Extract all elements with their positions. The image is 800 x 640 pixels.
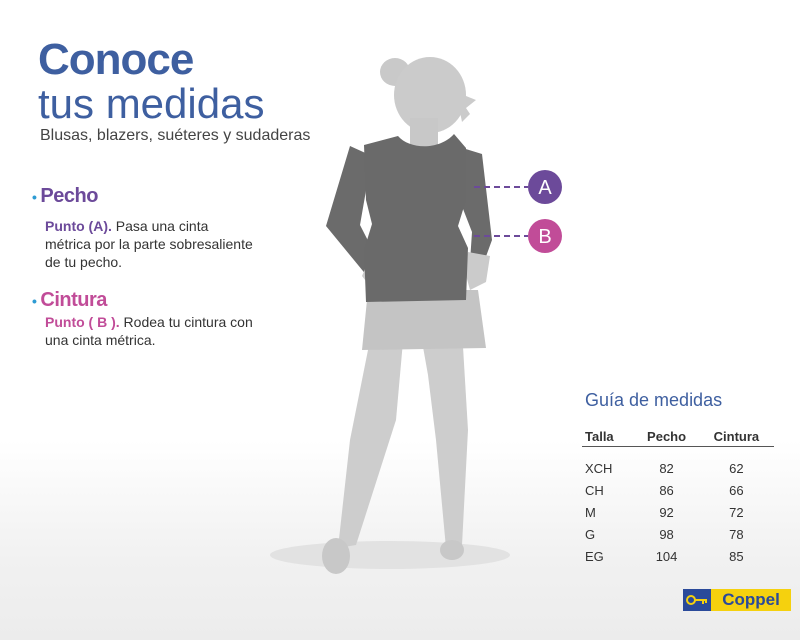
cell-pecho: 98 xyxy=(659,526,674,542)
cell-cintura: 66 xyxy=(729,482,744,498)
pecho-point-label: Punto (A). xyxy=(45,218,112,234)
header-talla: Talla xyxy=(582,428,635,447)
bullet-icon: • xyxy=(32,293,37,309)
logo-text: Coppel xyxy=(711,589,791,611)
table-row: XCH 82 62 xyxy=(582,457,774,479)
bullet-icon: • xyxy=(32,189,37,205)
figure-face xyxy=(456,92,476,122)
cell-pecho: 82 xyxy=(659,460,674,476)
pecho-title: Pecho xyxy=(40,185,98,207)
cell-pecho: 92 xyxy=(659,504,674,520)
marker-a-circle xyxy=(528,170,562,204)
page-title-secondary: tus medidas xyxy=(38,80,265,127)
pecho-text: Pasa una cinta métrica por la parte sobr… xyxy=(45,218,253,270)
figure-right-hand xyxy=(464,252,490,290)
figure-head xyxy=(394,57,466,133)
table-header-row: Talla Pecho Cintura xyxy=(582,428,774,447)
cell-talla: EG xyxy=(585,548,604,564)
page-title: Conoce xyxy=(38,35,194,84)
header-cintura: Cintura xyxy=(698,428,774,447)
cell-talla: M xyxy=(585,504,596,520)
figure-neck xyxy=(410,118,438,148)
table-row: G 98 78 xyxy=(582,523,774,545)
cintura-text: Rodea tu cintura con una cinta métrica. xyxy=(45,314,253,348)
cell-talla: G xyxy=(585,526,596,542)
cell-talla: CH xyxy=(585,482,604,498)
key-icon xyxy=(686,595,707,605)
marker-a-label: A xyxy=(538,177,552,199)
logo-key-box xyxy=(683,589,711,611)
page-subtitle: Blusas, blazers, suéteres y sudaderas xyxy=(40,127,311,144)
cintura-heading: • Cintura xyxy=(32,289,107,312)
figure-shirt xyxy=(364,134,468,302)
cell-pecho: 86 xyxy=(659,482,674,498)
guide-title: Guía de medidas xyxy=(585,390,723,410)
cintura-title: Cintura xyxy=(40,289,107,311)
marker-b-label: B xyxy=(538,226,551,248)
table-row: M 92 72 xyxy=(582,501,774,523)
floor-shadow xyxy=(0,440,800,640)
cintura-point-label: Punto ( B ). xyxy=(45,314,120,330)
cell-cintura: 72 xyxy=(729,504,744,520)
table-row: EG 104 85 xyxy=(582,545,774,567)
pecho-description: Punto (A). Pasa una cinta métrica por la… xyxy=(45,217,255,271)
cintura-description: Punto ( B ). Rodea tu cintura con una ci… xyxy=(45,313,255,349)
cell-talla: XCH xyxy=(585,460,613,476)
cell-cintura: 78 xyxy=(729,526,744,542)
size-guide-table: Talla Pecho Cintura XCH 82 62 CH 86 66 M… xyxy=(582,428,774,567)
cell-cintura: 85 xyxy=(729,548,744,564)
cell-pecho: 104 xyxy=(655,548,678,564)
figure-right-foot xyxy=(440,540,464,560)
header-pecho: Pecho xyxy=(634,428,699,447)
table-row: CH 86 66 xyxy=(582,479,774,501)
pecho-heading: • Pecho xyxy=(32,185,98,208)
figure-left-leg xyxy=(338,330,404,548)
figure-shadow xyxy=(270,541,510,569)
coppel-logo: Coppel xyxy=(683,589,791,611)
table-spacer xyxy=(582,447,774,458)
figure-skirt xyxy=(362,290,486,350)
cell-cintura: 62 xyxy=(729,460,744,476)
figure-right-leg xyxy=(420,330,468,548)
marker-b-circle xyxy=(528,219,562,253)
figure-left-foot xyxy=(322,538,350,574)
